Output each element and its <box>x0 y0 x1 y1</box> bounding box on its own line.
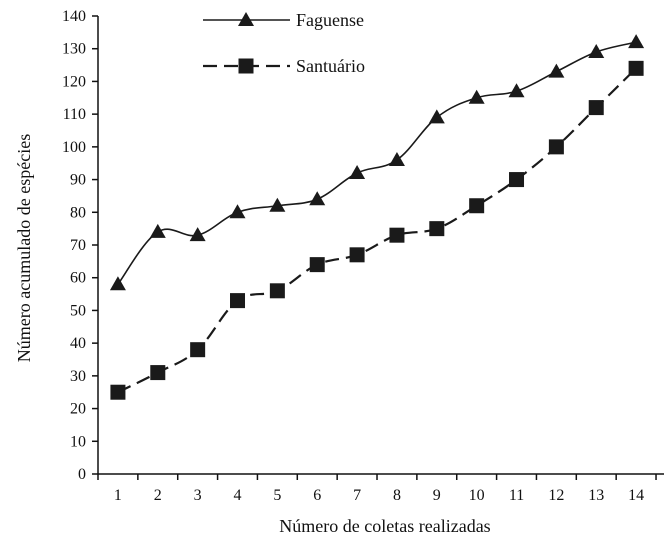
x-axis-ticks: 1 2 3 4 5 6 7 8 9 10 11 12 13 14 <box>97 474 657 504</box>
y-tick-label: 100 <box>62 139 86 156</box>
data-point-faguense <box>548 63 565 78</box>
legend-marker-santuario <box>238 58 254 74</box>
data-point-faguense <box>309 191 326 206</box>
y-tick-label: 80 <box>70 204 86 221</box>
legend: Faguense Santuário <box>203 10 365 76</box>
y-tick-label: 20 <box>70 401 86 418</box>
x-tick-label: 4 <box>234 487 242 504</box>
data-point-faguense <box>229 204 246 219</box>
data-point-faguense <box>149 223 166 238</box>
data-point-faguense <box>628 34 645 49</box>
y-tick-label: 0 <box>78 466 86 483</box>
y-tick-label: 70 <box>70 237 86 254</box>
data-point-santuario <box>588 100 604 116</box>
x-tick-label: 3 <box>194 487 202 504</box>
data-point-faguense <box>508 83 525 98</box>
series-santuario <box>110 60 644 400</box>
legend-label-faguense: Faguense <box>296 10 364 30</box>
data-point-santuario <box>429 221 445 237</box>
x-tick-label: 13 <box>588 487 604 504</box>
data-point-santuario <box>349 247 365 263</box>
x-tick-label: 9 <box>433 487 441 504</box>
y-tick-label: 140 <box>62 8 86 25</box>
x-tick-label: 2 <box>154 487 162 504</box>
axes <box>97 16 664 475</box>
x-tick-label: 1 <box>114 487 122 504</box>
legend-label-santuario: Santuário <box>296 56 365 76</box>
legend-item-santuario: Santuário <box>203 56 365 76</box>
data-point-faguense <box>588 43 605 58</box>
y-tick-label: 130 <box>62 41 86 58</box>
data-point-santuario <box>269 283 285 299</box>
y-axis-title: Número acumulado de espécies <box>14 134 34 362</box>
y-tick-label: 30 <box>70 368 86 385</box>
y-tick-label: 10 <box>70 433 86 450</box>
y-tick-label: 60 <box>70 270 86 287</box>
x-tick-label: 8 <box>393 487 401 504</box>
data-point-santuario <box>389 227 405 243</box>
x-tick-label: 14 <box>628 487 644 504</box>
legend-marker-faguense <box>238 12 254 26</box>
data-point-faguense <box>189 227 206 242</box>
data-point-faguense <box>109 276 126 291</box>
y-tick-label: 120 <box>62 73 86 90</box>
data-point-santuario <box>110 384 126 400</box>
data-point-faguense <box>349 165 366 180</box>
x-tick-label: 7 <box>353 487 361 504</box>
series-layer <box>109 34 645 400</box>
legend-item-faguense: Faguense <box>203 10 364 30</box>
data-point-santuario <box>509 172 525 188</box>
y-tick-label: 110 <box>63 106 86 123</box>
x-tick-label: 11 <box>509 487 524 504</box>
x-axis-title: Número de coletas realizadas <box>279 516 490 536</box>
data-point-santuario <box>190 342 206 358</box>
y-tick-label: 90 <box>70 172 86 189</box>
y-tick-label: 40 <box>70 335 86 352</box>
data-point-faguense <box>388 151 405 166</box>
data-point-santuario <box>150 365 166 381</box>
data-point-santuario <box>628 60 644 76</box>
series-faguense <box>109 34 645 291</box>
x-tick-label: 10 <box>469 487 485 504</box>
data-point-faguense <box>468 89 485 104</box>
data-point-santuario <box>230 293 246 309</box>
data-point-faguense <box>428 109 445 124</box>
x-tick-label: 5 <box>273 487 281 504</box>
y-tick-label: 50 <box>70 302 86 319</box>
series-line-faguense <box>117 41 637 285</box>
data-point-santuario <box>548 139 564 155</box>
y-axis-ticks: 0 10 20 30 40 50 60 70 80 90 100 110 120 130 140 <box>62 8 98 483</box>
data-point-santuario <box>469 198 485 214</box>
x-tick-label: 12 <box>548 487 564 504</box>
data-point-santuario <box>309 257 325 273</box>
x-tick-label: 6 <box>313 487 321 504</box>
data-point-faguense <box>269 197 286 212</box>
